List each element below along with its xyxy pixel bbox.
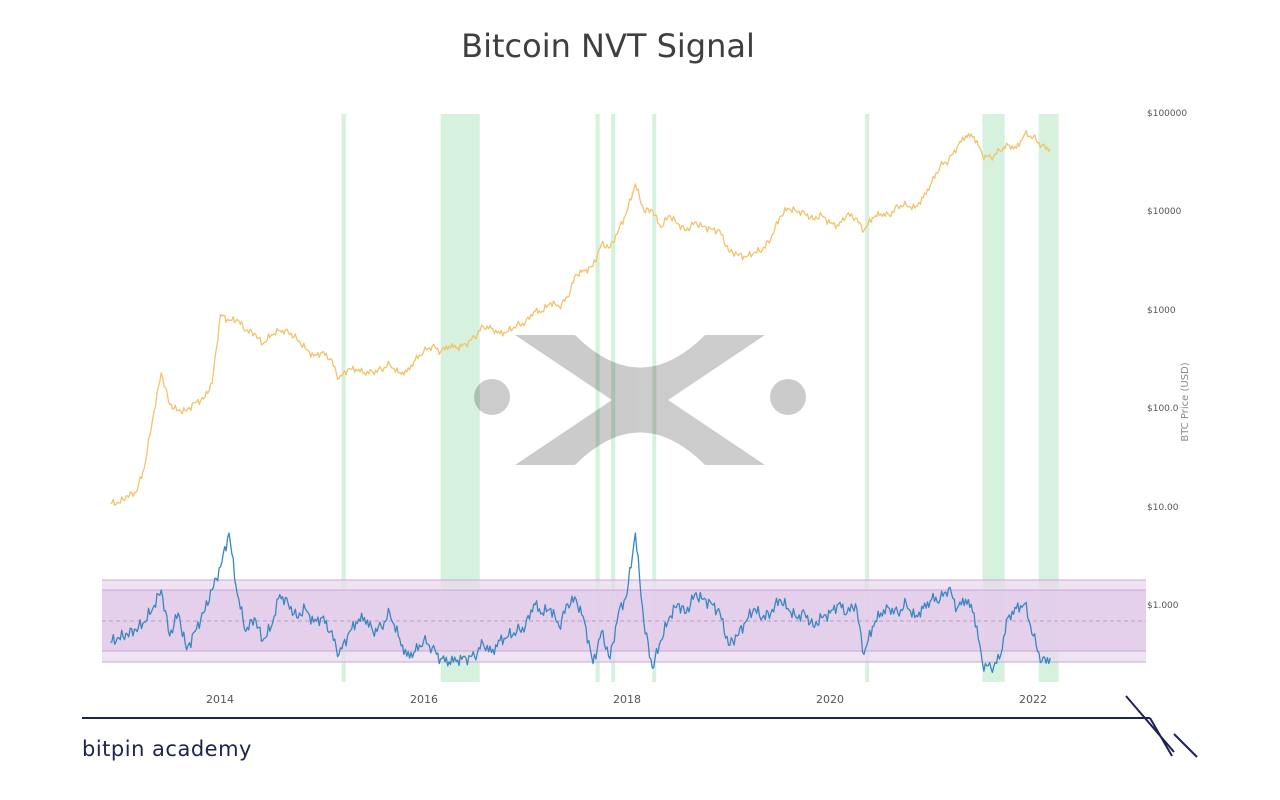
right-tick-label: $1.000 — [1147, 601, 1179, 611]
signal-band — [341, 114, 346, 682]
signal-band — [595, 114, 600, 682]
signal-band — [611, 114, 616, 682]
x-tick-label: 2020 — [816, 693, 844, 706]
right-axis: $100000 $10000 $1000 $100.0 $10.00 $1.00… — [1147, 109, 1191, 611]
x-tick-label: 2022 — [1019, 693, 1047, 706]
chart-title: Bitcoin NVT Signal — [461, 27, 755, 65]
right-tick-label: $100.0 — [1147, 404, 1179, 414]
x-tick-label: 2018 — [613, 693, 641, 706]
right-tick-label: $1000 — [1147, 306, 1176, 316]
footer-decoration: bitpin academy — [82, 695, 1198, 761]
signal-band — [865, 114, 870, 682]
watermark-cross — [515, 335, 765, 465]
right-axis-label: BTC Price (USD) — [1180, 362, 1191, 441]
right-tick-label: $10000 — [1147, 207, 1182, 217]
footer-slash-top — [1125, 695, 1175, 753]
watermark-dot-right — [770, 379, 806, 415]
signal-band — [652, 114, 657, 682]
brand-name: bitpin academy — [82, 737, 252, 761]
nvt-range-zone — [102, 579, 1146, 663]
btc-price-line — [110, 129, 1051, 506]
x-tick-label: 2016 — [410, 693, 438, 706]
watermark-logo — [474, 335, 806, 465]
right-tick-label: $10.00 — [1147, 503, 1179, 513]
x-tick-label: 2014 — [206, 693, 234, 706]
watermark-dot-left — [474, 379, 510, 415]
right-tick-label: $100000 — [1147, 109, 1187, 119]
x-axis: 2014 2016 2018 2020 2022 — [206, 693, 1047, 706]
signal-band — [982, 114, 1005, 682]
footer-slash-short — [1173, 733, 1198, 758]
nvt-signal-line — [110, 532, 1051, 674]
signal-band — [1038, 114, 1059, 682]
